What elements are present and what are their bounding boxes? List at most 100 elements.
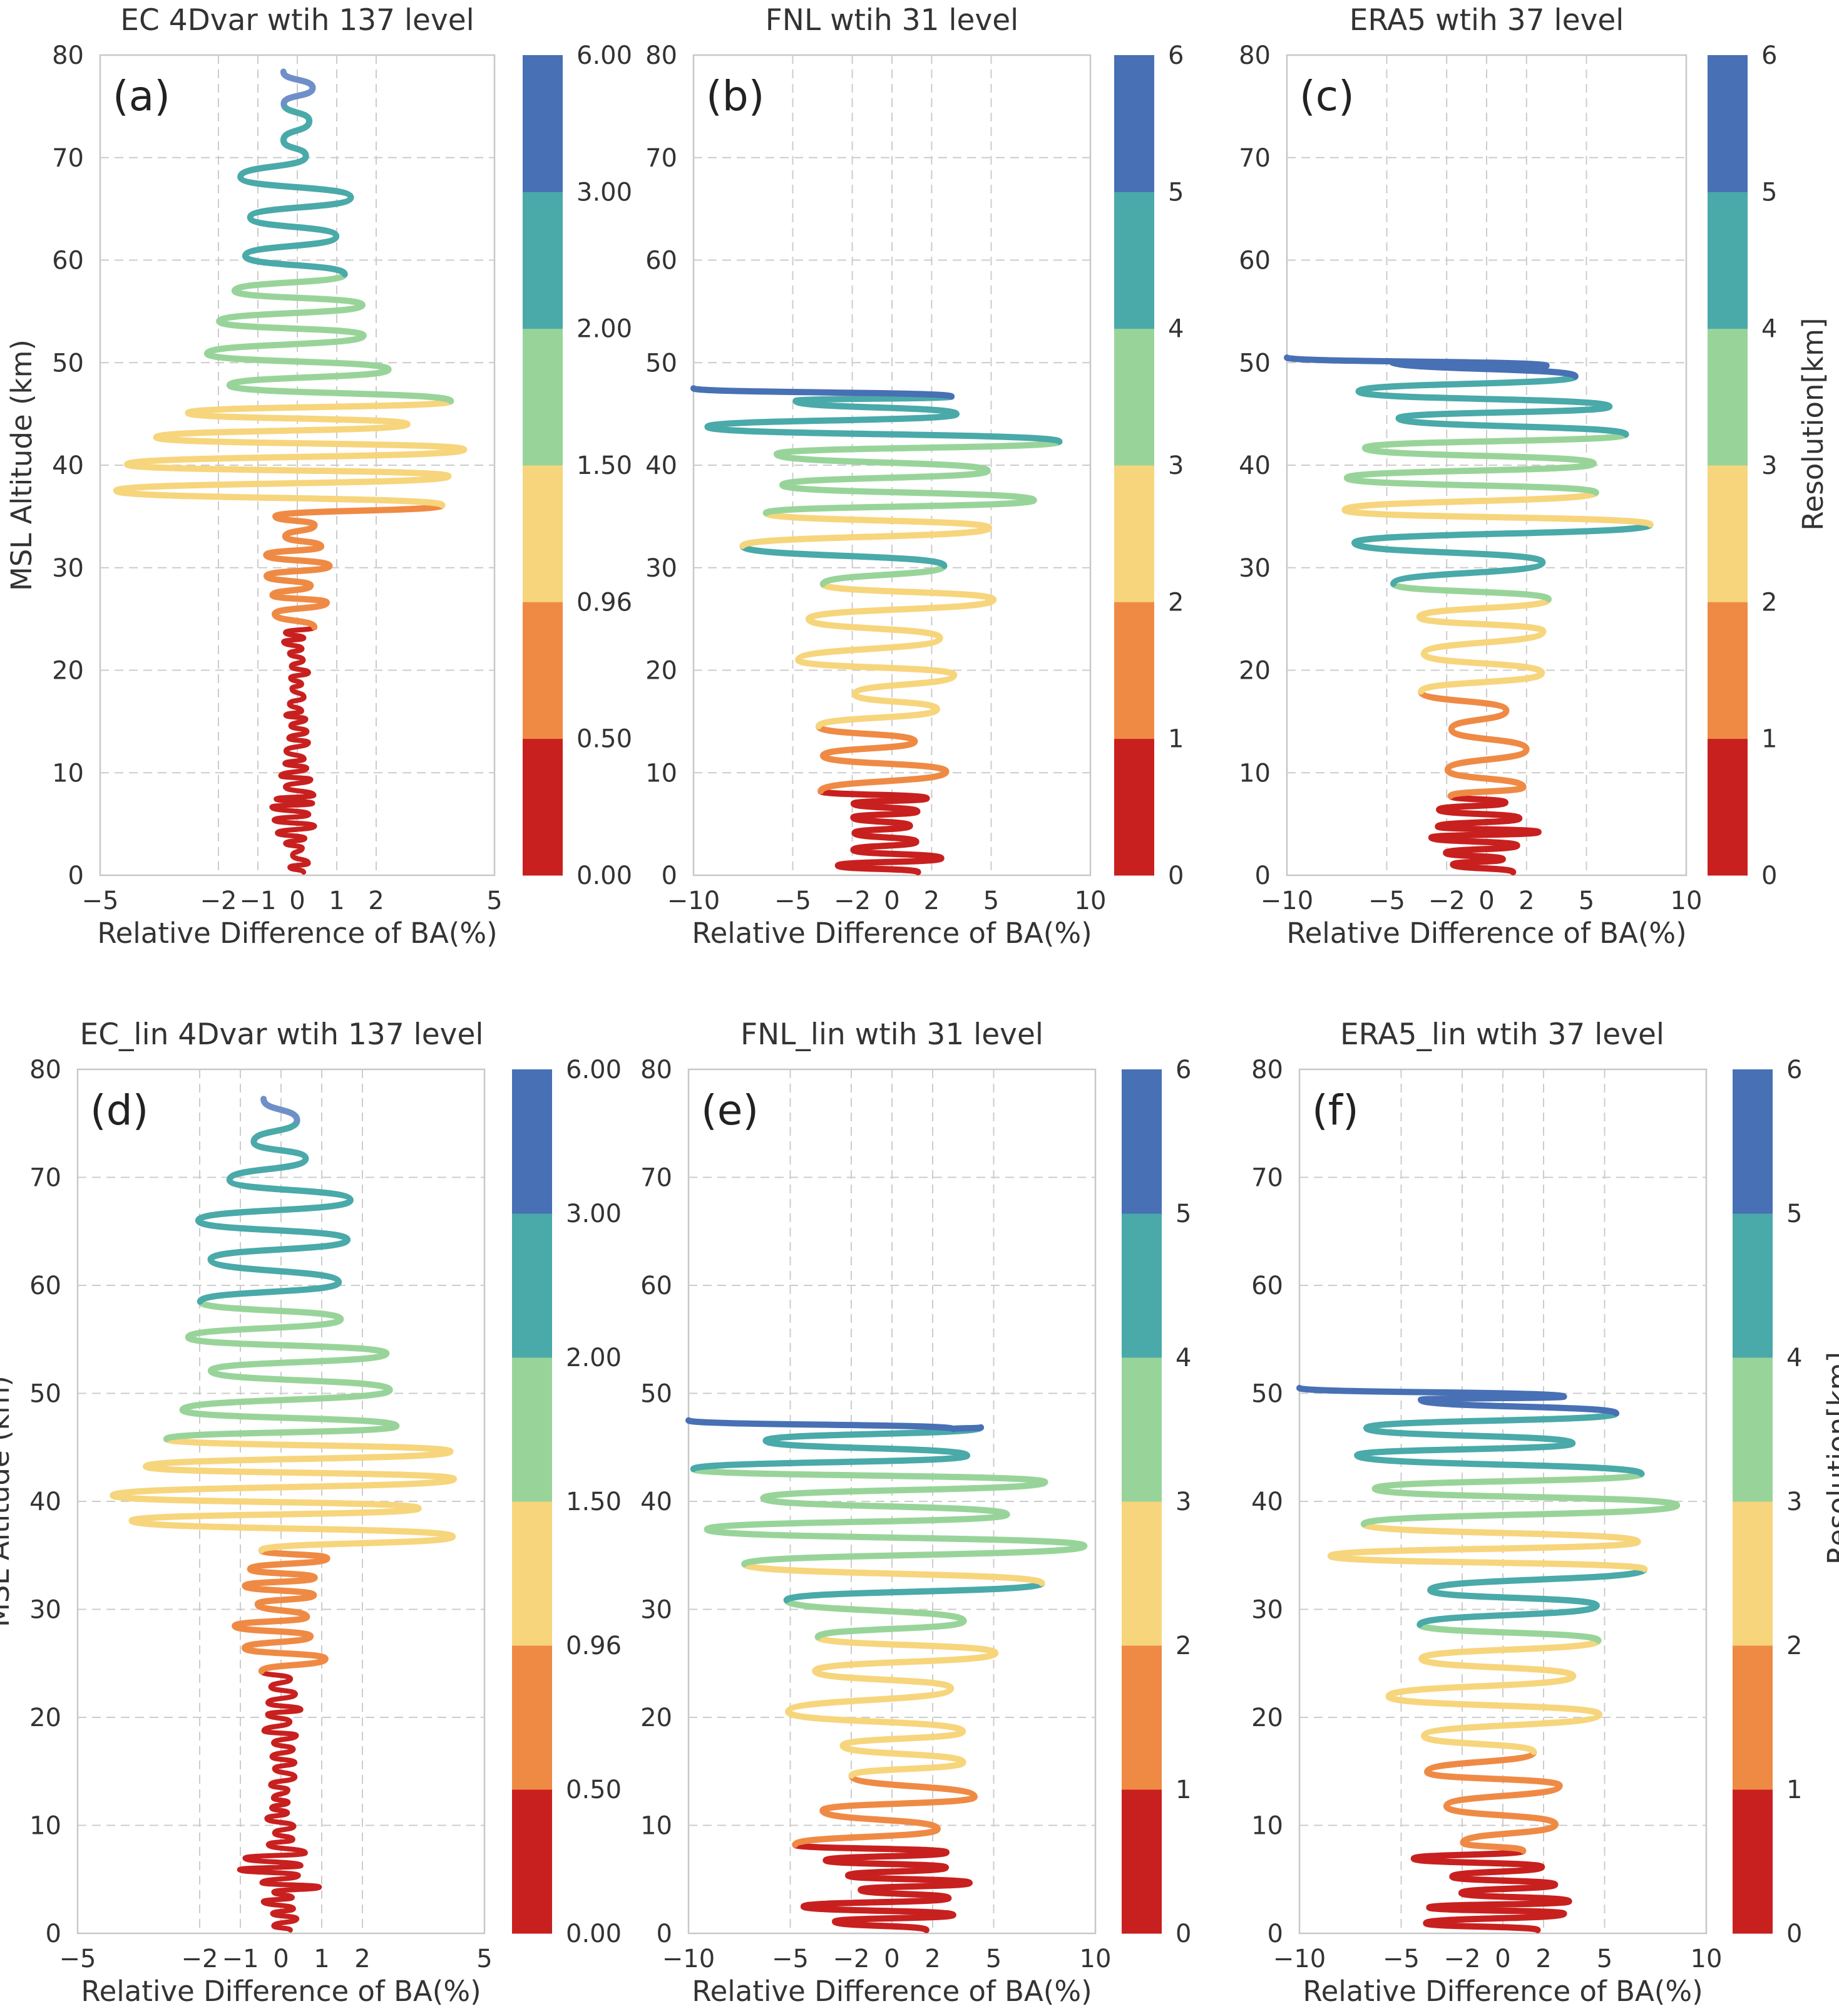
profile-segment — [231, 271, 348, 294]
profile-segment — [1360, 1502, 1681, 1528]
profile-segment — [1284, 354, 1550, 369]
profile-segment — [216, 302, 366, 325]
profile-segment — [817, 768, 950, 795]
profile-segment — [163, 1422, 400, 1443]
colorbar-tick-label: 3 — [1761, 451, 1777, 480]
colorbar-segment — [1114, 738, 1154, 876]
profile-segment — [258, 1655, 329, 1675]
colorbar-segment — [1708, 328, 1748, 466]
profile-segment — [153, 434, 468, 453]
colorbar-tick-label: 3 — [1176, 1488, 1191, 1516]
profile-segment — [1449, 1873, 1559, 1888]
y-tick-label: 60 — [29, 1272, 61, 1300]
profile-segment — [839, 1742, 966, 1766]
colorbar-segment — [1114, 602, 1154, 739]
profile-segment — [260, 1096, 300, 1124]
profile-series — [1296, 1384, 1681, 1933]
panel-label: (f) — [1312, 1086, 1359, 1134]
x-tick-label: 5 — [1597, 1945, 1612, 1973]
profile-segment — [704, 1511, 1010, 1533]
profile-segment — [247, 1555, 330, 1573]
profile-segment — [848, 1772, 978, 1800]
profile-segment — [1351, 521, 1654, 546]
colorbar-tick-label: 0.50 — [576, 725, 632, 754]
profile-segment — [110, 1476, 458, 1499]
profile-segment — [242, 233, 340, 259]
profile-segment — [848, 1759, 966, 1779]
profile-segment — [1420, 651, 1545, 676]
profile-segment — [1424, 1749, 1537, 1776]
y-tick-label: 80 — [1239, 41, 1271, 70]
x-tick-label: 0 — [884, 887, 899, 915]
y-tick-label: 80 — [29, 1056, 61, 1084]
x-tick-label: 10 — [1075, 887, 1107, 915]
profile-segment — [197, 1279, 342, 1305]
colorbar-segment — [523, 602, 563, 739]
panel-title: ERA5 wtih 37 level — [1350, 3, 1624, 38]
y-tick-label: 20 — [52, 657, 84, 686]
colorbar-segment — [1122, 1501, 1162, 1646]
colorbar-tick-label: 6 — [1761, 41, 1777, 70]
profile-segment — [242, 1633, 314, 1652]
y-tick-label: 30 — [29, 1596, 61, 1625]
profile-segment — [1421, 1732, 1537, 1756]
x-axis-label: Relative Difference of BA(%) — [97, 917, 497, 950]
colorbar: 0.00 0.50 0.96 1.50 2.00 3.00 6.00 — [512, 1056, 622, 1948]
colorbar-segment — [523, 465, 563, 602]
colorbar-segment — [1114, 465, 1154, 602]
profile-segment — [1448, 726, 1530, 753]
x-tick-label: 2 — [368, 887, 384, 915]
x-tick-label: −5 — [82, 887, 119, 915]
colorbar-tick-label: 4 — [1761, 315, 1777, 344]
y-tick-label: 40 — [1239, 451, 1271, 480]
x-tick-label: −2 — [1444, 1945, 1481, 1973]
profile-segment — [259, 1880, 322, 1890]
profile-segment — [792, 1826, 941, 1848]
colorbar-tick-label: 1 — [1786, 1776, 1802, 1804]
profile-segment — [1444, 766, 1527, 791]
profile-segment — [1371, 1485, 1681, 1509]
colorbar-tick-label: 0.96 — [576, 588, 632, 617]
y-tick-label: 70 — [1251, 1164, 1283, 1193]
x-tick-label: −5 — [59, 1945, 96, 1973]
profile-segment — [1390, 559, 1546, 587]
profile-segment — [741, 1543, 1088, 1568]
profile-segment — [143, 1463, 458, 1483]
y-tick-label: 70 — [1239, 144, 1271, 173]
profile-segment — [704, 423, 1063, 445]
x-tick-label: 1 — [314, 1945, 329, 1973]
profile-segment — [1395, 415, 1629, 438]
panel-title: FNL_lin wtih 31 level — [740, 1017, 1043, 1052]
profile-segment — [812, 1650, 999, 1674]
colorbar-tick-label: 4 — [1176, 1344, 1191, 1372]
profile-segment — [1390, 580, 1552, 603]
profile-segment — [250, 1138, 309, 1162]
profile-segment — [785, 1709, 966, 1735]
profile-segment — [762, 510, 993, 532]
profile-segment — [760, 1479, 1048, 1501]
profile-segment — [250, 1117, 300, 1145]
profile-segment — [812, 1667, 955, 1692]
x-tick-label: −10 — [662, 1945, 715, 1973]
y-tick-label: 40 — [645, 451, 677, 480]
profile-segment — [286, 736, 311, 745]
y-tick-label: 50 — [1251, 1380, 1283, 1409]
profile-segment — [1371, 1471, 1645, 1492]
colorbar-segment — [1733, 1789, 1773, 1934]
profile-segment — [1355, 373, 1579, 395]
profile-segment — [226, 366, 392, 389]
panel-label: (e) — [701, 1086, 759, 1134]
profile-segment — [282, 756, 307, 766]
profile-segment — [814, 1618, 967, 1640]
x-tick-label: 2 — [924, 887, 940, 915]
y-tick-label: 10 — [29, 1812, 61, 1841]
profile-segment — [950, 1424, 985, 1432]
profile-segment — [819, 581, 997, 603]
profile-segment — [232, 1623, 314, 1640]
y-tick-label: 70 — [29, 1164, 61, 1193]
profile-segment — [195, 1196, 354, 1224]
profile-segment — [207, 1237, 351, 1263]
profile-segment — [1420, 628, 1547, 657]
